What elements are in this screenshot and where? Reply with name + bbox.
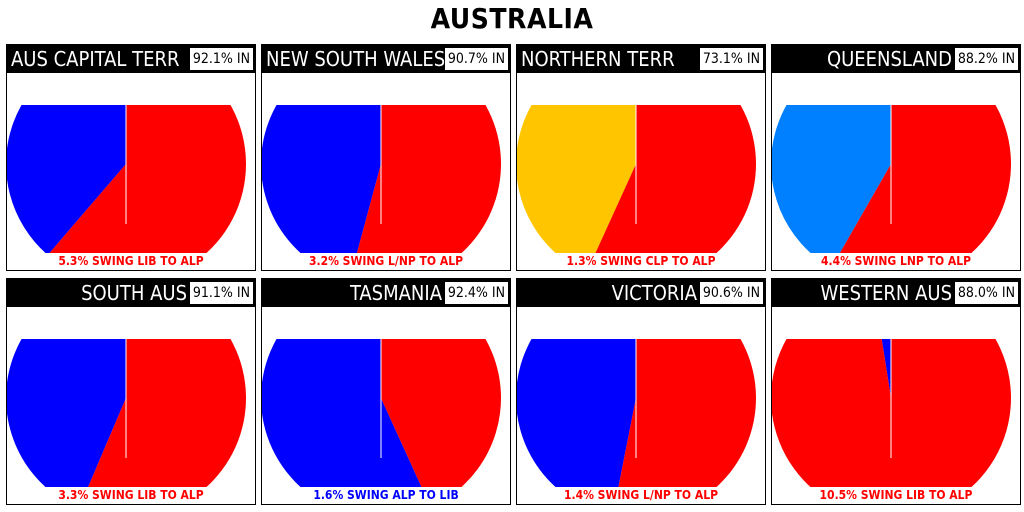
swing-label: 1.6% SWING ALP TO LIB [313,488,459,502]
pie-slice-alp [49,105,246,253]
panel-header: SOUTH AUS 91.1% IN [7,279,255,307]
state-panel-victoria: VICTORIA 90.6% IN 1.4% SWING L/NP TO ALP [516,278,766,505]
pie-slice-alp [381,339,501,487]
pie-slice-lib [7,339,126,487]
counted-percent-badge: 92.1% IN [189,48,253,70]
swing-label: 5.3% SWING LIB TO ALP [58,254,204,268]
pie-slice-alp [356,105,501,253]
state-name: NORTHERN TERR [521,47,675,71]
semicircle-pie-chart [7,339,246,487]
semicircle-pie-chart [772,339,1011,487]
state-panel-aus-capital-terr: AUS CAPITAL TERR 92.1% IN 5.3% SWING LIB T… [6,44,256,271]
panel-header: QUEENSLAND 88.2% IN [772,45,1020,73]
counted-percent-badge: 90.7% IN [444,48,508,70]
counted-percent-badge: 92.4% IN [444,282,508,304]
panel-header: VICTORIA 90.6% IN [517,279,765,307]
state-name: NEW SOUTH WALES [266,47,446,71]
semicircle-pie-chart [772,105,1012,253]
state-panel-south-aus: SOUTH AUS 91.1% IN 3.3% SWING LIB TO ALP [6,278,256,505]
state-panels-grid: AUS CAPITAL TERR 92.1% IN 5.3% SWING LIB T… [6,44,1021,505]
state-name: QUEENSLAND [826,47,952,71]
panel-header: NEW SOUTH WALES 90.7% IN [262,45,510,73]
counted-percent-badge: 73.1% IN [699,48,763,70]
counted-percent-badge: 88.2% IN [954,48,1018,70]
state-name: TASMANIA [349,281,442,305]
pie-slice-lib [7,105,126,253]
panel-header: NORTHERN TERR 73.1% IN [517,45,765,73]
panel-header: WESTERN AUS 88.0% IN [772,279,1020,307]
semicircle-pie-chart [262,105,501,253]
page-title: AUSTRALIA [430,2,594,35]
pie-slice-l-np [262,105,381,253]
pie-slice-alp [839,105,1012,253]
state-panel-tasmania: TASMANIA 92.4% IN 1.6% SWING ALP TO LIB [261,278,511,505]
state-panel-northern-terr: NORTHERN TERR 73.1% IN 1.3% SWING CLP TO A… [516,44,766,271]
state-panel-new-south-wales: NEW SOUTH WALES 90.7% IN 3.2% SWING L/NP T… [261,44,511,271]
state-panel-western-aus: WESTERN AUS 88.0% IN 10.5% SWING LIB TO AL… [771,278,1021,505]
state-name: WESTERN AUS [820,281,952,305]
pie-slice-l-np [517,339,636,487]
swing-label: 10.5% SWING LIB TO ALP [819,488,973,502]
swing-label: 3.3% SWING LIB TO ALP [58,488,204,502]
pie-slice-lnp [772,105,891,253]
swing-label: 1.3% SWING CLP TO ALP [566,254,716,268]
state-name: SOUTH AUS [81,281,187,305]
pie-slice-clp [517,105,636,253]
pie-slice-alp [618,339,756,487]
semicircle-pie-chart [517,339,756,487]
semicircle-pie-chart [262,339,501,487]
counted-percent-badge: 91.1% IN [189,282,253,304]
semicircle-pie-chart [7,105,246,253]
pie-slice-lib [262,339,422,487]
pie-slice-alp [88,339,246,487]
swing-label: 1.4% SWING L/NP TO ALP [563,488,718,502]
semicircle-pie-chart [517,105,756,253]
counted-percent-badge: 90.6% IN [699,282,763,304]
swing-label: 3.2% SWING L/NP TO ALP [308,254,463,268]
state-panel-queensland: QUEENSLAND 88.2% IN 4.4% SWING LNP TO ALP [771,44,1021,271]
counted-percent-badge: 88.0% IN [954,282,1018,304]
panel-header: AUS CAPITAL TERR 92.1% IN [7,45,255,73]
panel-header: TASMANIA 92.4% IN [262,279,510,307]
swing-label: 4.4% SWING LNP TO ALP [820,254,972,268]
state-name: VICTORIA [611,281,697,305]
state-name: AUS CAPITAL TERR [11,47,180,71]
